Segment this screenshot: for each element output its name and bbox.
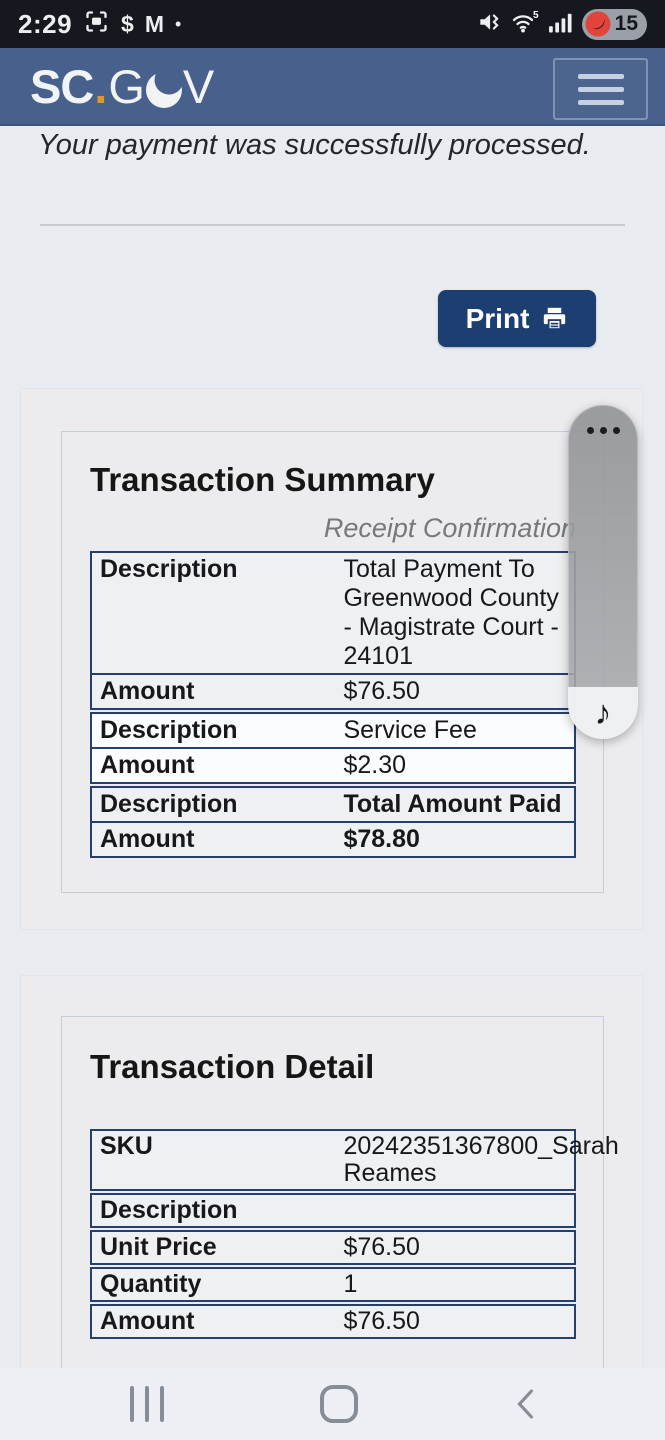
transaction-detail-panel: Transaction Detail SKU 20242351367800_Sa… [61,1016,619,1380]
hamburger-menu-button[interactable] [553,58,648,120]
detail-title: Transaction Detail [90,1048,375,1085]
recents-button[interactable] [130,1386,164,1422]
summary-title: Transaction Summary [90,461,435,498]
music-note-icon: ♪ [594,694,612,732]
row-label: Description [100,1196,238,1224]
row-value: 1 [343,1270,358,1298]
table-row: Description Total Amount Paid [91,787,575,822]
table-row: Amount $2.30 [91,747,575,783]
row-label: Amount [100,1307,195,1335]
recents-bar [160,1386,164,1422]
scgov-logo[interactable]: SC. G V [30,62,215,110]
detail-table-sku: SKU 20242351367800_Sarah Reames [90,1129,619,1191]
gmail-icon: M [144,10,165,37]
crescent-moon-icon [145,66,184,108]
row-label: Amount [91,747,336,783]
signal-icon [548,9,573,39]
logo-dot: . [94,59,108,113]
dot [586,427,594,434]
table-row: Amount $76.50 [91,1305,575,1338]
site-header: SC. G V [0,48,665,126]
payment-success-message: Your payment was successfully processed. [38,129,591,161]
divider [40,224,625,226]
row-value: $76.50 [343,1233,420,1261]
table-row: Amount $76.50 [91,673,575,709]
detail-table-unit-price: Unit Price $76.50 [90,1230,576,1265]
row-label: SKU [100,1132,153,1160]
table-row: Quantity 1 [91,1268,575,1301]
table-row: Amount $78.80 [91,821,575,857]
battery-indicator: 15 [581,8,647,40]
row-label: Quantity [100,1270,202,1298]
back-chevron-icon [517,1389,534,1419]
wifi-label: 5 [533,10,539,21]
status-left-group: 2:29 $ M • [18,8,181,40]
print-button[interactable]: Print [438,290,596,347]
table-row: Description [91,1194,575,1227]
row-label: Amount [91,821,336,857]
table-row: SKU 20242351367800_Sarah Reames [91,1130,619,1190]
row-label: Description [100,555,238,583]
row-value: Total Payment To Greenwood County - Magi… [343,555,559,670]
table-row: Description Service Fee [91,713,575,748]
status-right-group: 5 15 [476,8,647,40]
android-navigation-bar [0,1368,665,1440]
hamburger-line [577,86,624,92]
logo-v: V [182,59,216,113]
mute-vibrate-icon [476,9,502,40]
notification-dot-icon: • [175,13,182,34]
detail-table-description: Description [90,1193,576,1228]
row-value: $2.30 [335,747,575,783]
row-value: 20242351367800_Sarah Reames [343,1132,619,1187]
table-row: Description Total Payment To Greenwood C… [91,552,575,674]
row-label: Amount [91,673,336,709]
row-value: Total Amount Paid [343,790,562,818]
transaction-summary-card: Transaction Summary Receipt Confirmation… [20,388,643,930]
row-value: $76.50 [335,673,575,709]
logo-g: G [108,59,146,113]
wifi-icon: 5 [511,9,539,40]
transaction-summary-panel: Transaction Summary Receipt Confirmation… [61,431,604,893]
row-value: Service Fee [343,716,477,744]
status-bar: 2:29 $ M • [0,0,665,48]
summary-table-total: Description Total Amount Paid Amount $78… [90,786,576,858]
edge-panel-handle[interactable]: ♪ [568,405,638,739]
table-row: Unit Price $76.50 [91,1231,575,1264]
hamburger-line [577,99,624,105]
row-value: $78.80 [335,821,575,857]
detail-table-amount: Amount $76.50 [90,1304,576,1339]
dot [599,427,607,434]
battery-percent: 15 [614,12,638,35]
clock: 2:29 [18,8,73,39]
recents-bar [145,1386,149,1422]
row-label: Unit Price [100,1233,217,1261]
summary-table-payment: Description Total Payment To Greenwood C… [90,551,576,710]
detail-table-quantity: Quantity 1 [90,1267,576,1302]
row-label: Description [100,790,238,818]
back-button[interactable] [513,1384,537,1424]
transaction-detail-card: Transaction Detail SKU 20242351367800_Sa… [20,975,643,1395]
more-options-icon[interactable] [568,427,638,434]
cash-app-icon: $ [121,10,134,37]
screenshot-icon [83,8,110,40]
print-button-row: Print [0,290,596,347]
home-button[interactable] [319,1385,358,1423]
row-value [335,1194,575,1227]
recents-bar [130,1386,134,1422]
print-button-label: Print [465,302,530,334]
summary-table-service-fee: Description Service Fee Amount $2.30 [90,712,576,784]
printer-icon [544,307,566,330]
row-label: Description [100,716,238,744]
row-value: $76.50 [343,1307,420,1335]
hamburger-line [577,73,624,79]
dot [612,427,620,434]
logo-sc: SC [30,59,94,113]
power-saving-icon [585,11,611,37]
receipt-confirmation-subtitle: Receipt Confirmation [323,513,576,543]
